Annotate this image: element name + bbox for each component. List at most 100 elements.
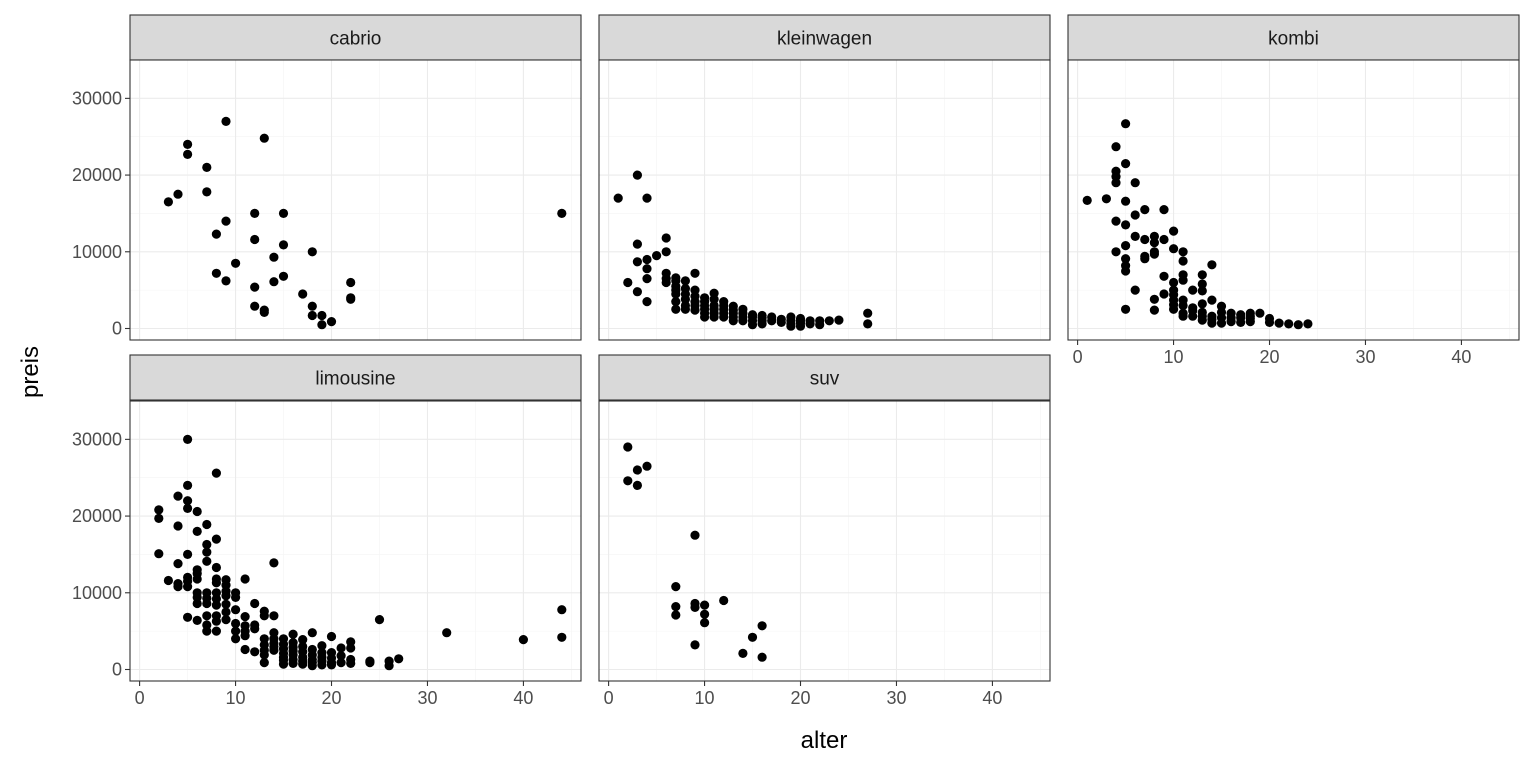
data-point (680, 276, 691, 286)
data-point (154, 505, 164, 515)
data-point (154, 549, 164, 559)
data-point (1111, 142, 1121, 152)
data-point (757, 319, 767, 329)
data-point (298, 289, 308, 299)
data-point (671, 289, 681, 299)
data-point (317, 641, 327, 651)
data-point (757, 652, 767, 662)
data-point (1216, 318, 1227, 328)
data-point (557, 605, 567, 615)
data-point (211, 578, 221, 588)
facet-strip-label: limousine (315, 369, 395, 390)
x-tick-label: 40 (513, 688, 533, 708)
data-point (518, 635, 529, 645)
plot-area (599, 401, 1050, 681)
data-point (1140, 254, 1150, 264)
data-point (278, 659, 289, 669)
data-point (202, 556, 212, 566)
data-point (1149, 238, 1159, 248)
data-point (1188, 285, 1198, 295)
data-point (288, 658, 298, 669)
data-point (211, 268, 221, 278)
data-point (671, 610, 681, 620)
plot-area (130, 401, 581, 681)
data-point (1111, 247, 1121, 257)
data-point (192, 506, 202, 517)
x-tick-label: 0 (1073, 347, 1083, 367)
data-point (231, 618, 241, 629)
y-axis-title: preis (17, 346, 44, 398)
data-point (700, 609, 710, 619)
data-point (1178, 311, 1188, 321)
data-point (317, 660, 327, 670)
data-point (1178, 275, 1188, 285)
data-point (1197, 299, 1207, 309)
data-point (259, 307, 269, 317)
data-point (863, 308, 873, 318)
y-tick-label: 0 (112, 659, 122, 679)
data-point (154, 513, 164, 524)
data-point (642, 264, 652, 274)
data-point (1111, 178, 1121, 188)
facet-panel-cabrio: cabrio 0 10000 20000 30000 (72, 14, 582, 341)
data-point (623, 442, 633, 452)
data-point (1303, 319, 1313, 329)
data-point (231, 592, 241, 603)
data-point (307, 628, 317, 638)
data-point (719, 312, 729, 322)
x-tick-label: 0 (135, 688, 145, 708)
x-axis-title: alter (801, 727, 848, 754)
facet-strip-label: kombi (1268, 29, 1319, 50)
data-point (221, 276, 231, 286)
data-point (202, 598, 212, 609)
data-point (652, 251, 662, 261)
data-point (557, 632, 567, 642)
data-point (1149, 305, 1159, 315)
panel-border (129, 400, 582, 682)
data-point (336, 651, 346, 661)
data-point (1169, 244, 1179, 254)
x-tick-label: 30 (1355, 347, 1375, 367)
data-point (824, 316, 834, 326)
plot-area (599, 60, 1050, 340)
data-point (326, 317, 337, 327)
data-point (1159, 271, 1169, 281)
data-point (394, 654, 404, 664)
y-tick-label: 20000 (72, 506, 122, 526)
data-point (1140, 234, 1150, 245)
data-point (613, 193, 623, 203)
data-point (269, 558, 279, 568)
data-point (250, 208, 260, 218)
data-point (221, 116, 231, 126)
facet-panel-suv: suv 0 10 20 30 40 (598, 354, 1051, 708)
data-point (1101, 194, 1111, 204)
data-point (183, 612, 193, 622)
x-tick-label: 10 (226, 688, 246, 708)
data-point (346, 658, 356, 669)
panel-border (129, 59, 582, 341)
data-point (202, 547, 212, 557)
data-point (728, 316, 738, 326)
y-tick-label: 0 (112, 318, 122, 338)
data-point (240, 574, 250, 584)
data-point (1169, 226, 1179, 236)
data-point (1121, 304, 1131, 314)
data-point (661, 247, 671, 257)
data-point (623, 277, 633, 288)
data-point (250, 624, 260, 634)
data-point (202, 519, 212, 530)
data-point (298, 659, 308, 669)
data-point (632, 170, 643, 180)
data-point (202, 539, 212, 550)
data-point (1159, 205, 1169, 215)
data-point (709, 312, 719, 322)
x-tick-label: 20 (790, 688, 810, 708)
data-point (642, 297, 652, 307)
data-point (1082, 195, 1092, 205)
data-point (632, 239, 643, 249)
data-point (221, 615, 231, 625)
data-point (690, 268, 700, 278)
data-point (278, 240, 289, 250)
data-point (346, 294, 356, 304)
data-point (326, 660, 337, 670)
